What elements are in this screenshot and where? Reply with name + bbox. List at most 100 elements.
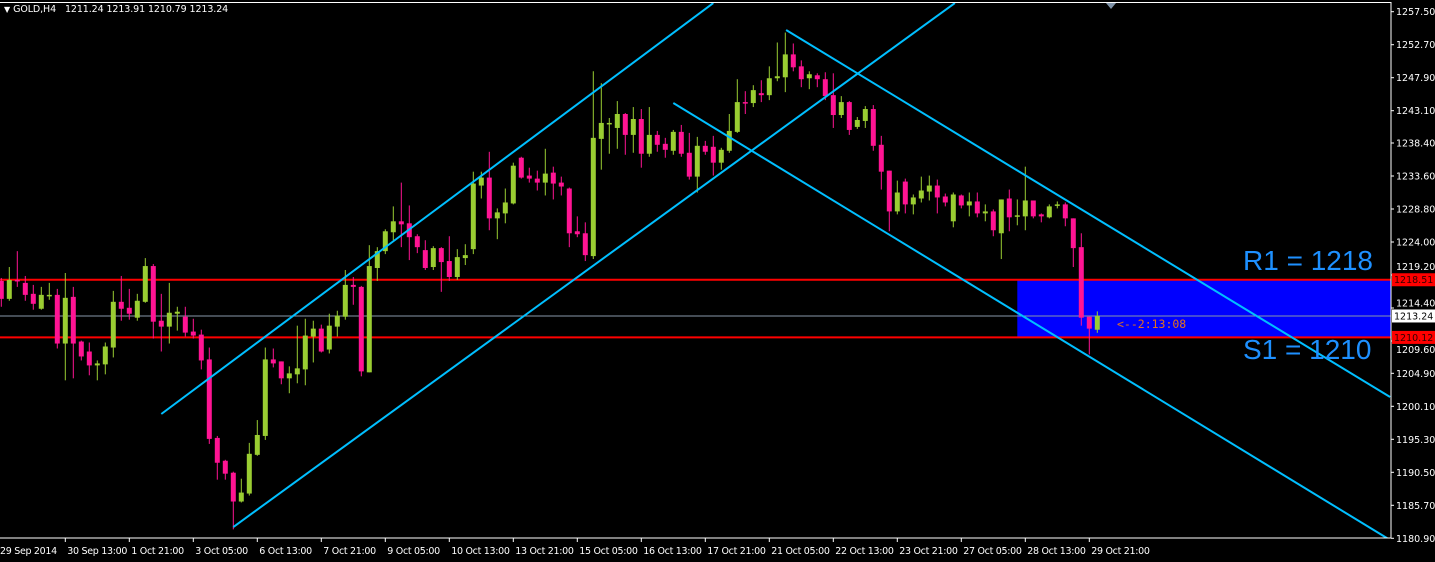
candle-body: [374, 251, 380, 268]
trendline-2[interactable]: [232, 2, 956, 528]
candle-body: [942, 196, 948, 203]
candle: [982, 204, 988, 222]
candle-body: [1022, 200, 1028, 217]
candle-body: [982, 211, 988, 214]
price-tick-label: 1219.20: [1396, 262, 1435, 273]
chart-header: ▼ GOLD,H4 1211.24 1213.91 1210.79 1213.24: [4, 4, 228, 15]
candle: [942, 193, 948, 207]
candle: [734, 79, 740, 133]
candle-body: [934, 185, 940, 198]
candle: [46, 282, 52, 300]
candle: [350, 276, 356, 305]
ohlc-open: 1211.24: [64, 4, 104, 15]
candle-body: [662, 143, 668, 150]
time-tick-label: 13 Oct 21:00: [515, 546, 574, 557]
candle-body: [486, 177, 492, 219]
time-axis[interactable]: 29 Sep 2014 30 Sep 13:00 1 Oct 21:00 3 Oct …: [0, 538, 1150, 557]
candle: [958, 194, 964, 209]
time-tick-label: 6 Oct 13:00: [259, 546, 312, 557]
candle-body: [990, 211, 996, 231]
candle-body: [542, 173, 548, 183]
candle-body: [726, 130, 732, 151]
candle: [206, 347, 212, 444]
candle-body: [206, 359, 212, 439]
candle-body: [862, 109, 868, 121]
candle: [94, 360, 100, 381]
candle: [406, 205, 412, 261]
candle: [62, 273, 68, 381]
candle-body: [774, 76, 780, 79]
candle-body: [222, 460, 228, 474]
candle: [798, 60, 804, 88]
level-price-tag: [1392, 330, 1435, 344]
triangle-down-icon[interactable]: ▼: [4, 5, 11, 14]
candle: [110, 290, 116, 358]
candle: [838, 96, 844, 118]
candle-body: [926, 185, 932, 192]
candle: [1054, 201, 1060, 209]
candle: [566, 187, 572, 248]
candle: [182, 306, 188, 337]
candle: [0, 277, 4, 307]
candle-body: [182, 316, 188, 333]
candle-body: [502, 202, 508, 214]
candle: [742, 91, 748, 114]
candle: [830, 73, 836, 128]
candle-body: [230, 472, 236, 502]
candle: [446, 236, 452, 281]
candle-body: [350, 284, 356, 287]
shift-marker-icon[interactable]: [1106, 3, 1116, 9]
time-tick-label: 22 Oct 13:00: [835, 546, 894, 557]
price-tick-label: 1190.50: [1396, 468, 1435, 479]
candle: [926, 175, 932, 201]
candle-body: [910, 197, 916, 205]
candle: [366, 245, 372, 373]
candle-body: [126, 307, 132, 314]
candle: [502, 188, 508, 224]
candle-body: [462, 255, 468, 259]
candle: [470, 171, 476, 255]
candle: [718, 147, 724, 170]
candle: [1086, 316, 1092, 355]
candle-body: [30, 293, 36, 304]
candle: [702, 140, 708, 155]
price-axis[interactable]: 1257.50 1252.70 1247.90 1243.10 1238.40 1233.…: [1391, 7, 1435, 545]
candle-body: [638, 119, 644, 154]
time-axis-background: [0, 538, 1435, 562]
candle: [654, 130, 660, 152]
trendline-1[interactable]: [160, 2, 714, 415]
support-resistance-zone[interactable]: [1017, 279, 1391, 338]
candle-body: [38, 294, 44, 309]
time-tick-label: 15 Oct 05:00: [579, 546, 638, 557]
candle: [286, 366, 292, 394]
candle: [1006, 189, 1012, 232]
candle: [1062, 202, 1068, 227]
candle: [758, 80, 764, 103]
candle-body: [798, 66, 804, 80]
candle: [22, 275, 28, 301]
candle: [238, 478, 244, 503]
candle-body: [110, 301, 116, 348]
candle: [6, 267, 12, 301]
candle: [294, 325, 300, 384]
candle-body: [822, 79, 828, 97]
candle-body: [358, 286, 364, 372]
candle-body: [1014, 215, 1020, 217]
trendline-4[interactable]: [672, 102, 1391, 541]
candle: [134, 293, 140, 321]
time-tick-label: 28 Oct 13:00: [1027, 546, 1086, 557]
bid-price-tag: [1392, 309, 1435, 323]
candle: [550, 166, 556, 200]
candle: [862, 106, 868, 128]
trendline-3[interactable]: [785, 29, 1391, 398]
candle-body: [742, 102, 748, 104]
candle-body: [566, 188, 572, 234]
time-tick-label: 23 Oct 21:00: [899, 546, 958, 557]
candle-body: [734, 102, 740, 132]
time-tick-label: 17 Oct 21:00: [707, 546, 766, 557]
price-tick-label: 1238.40: [1396, 139, 1435, 150]
candle: [310, 320, 316, 363]
candle: [1030, 200, 1036, 219]
candle-body: [966, 201, 972, 206]
